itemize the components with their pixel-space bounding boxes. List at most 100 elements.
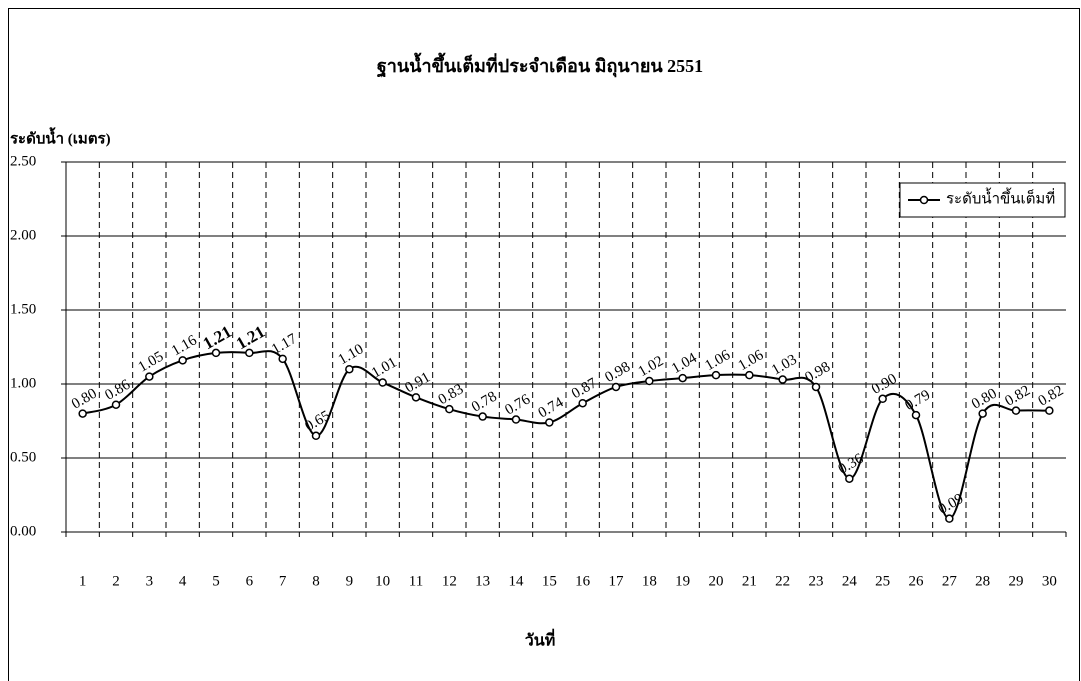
- data-label: 0.98: [802, 359, 833, 386]
- point: [211, 348, 221, 358]
- data-label: 0.79: [902, 387, 933, 414]
- point: [245, 348, 254, 358]
- data-label: 1.04: [669, 350, 700, 377]
- chart-border: [8, 8, 1080, 681]
- x-tick-label: 13: [475, 573, 490, 589]
- data-label: 0.80: [969, 386, 1000, 413]
- x-tick-label: 27: [942, 573, 958, 589]
- data-label: 0.78: [469, 389, 500, 416]
- data-label: 1.21: [200, 322, 235, 353]
- point: [378, 378, 387, 387]
- data-label: 0.86: [102, 376, 133, 403]
- point: [778, 375, 787, 384]
- data-label: 1.05: [136, 349, 167, 376]
- x-tick-label: 20: [709, 573, 724, 589]
- data-label: 1.01: [369, 355, 400, 382]
- point: [345, 364, 354, 374]
- x-tick-label: 10: [375, 573, 390, 589]
- point: [611, 382, 621, 392]
- point: [978, 409, 987, 418]
- x-axis-label: วันที่: [525, 629, 555, 650]
- x-tick-label: 30: [1042, 573, 1057, 589]
- point: [311, 431, 321, 441]
- x-tick-label: 7: [279, 573, 287, 589]
- point: [78, 409, 87, 418]
- x-tick-label: 23: [809, 573, 824, 589]
- x-tick-label: 18: [642, 573, 657, 589]
- legend-marker: [919, 195, 929, 205]
- data-label: 1.06: [702, 347, 733, 374]
- point: [145, 372, 154, 381]
- x-tick-label: 21: [742, 573, 757, 589]
- y-tick-label: 0.00: [10, 523, 36, 539]
- data-label: 0.76: [502, 391, 533, 418]
- x-tick-label: 6: [246, 573, 254, 589]
- x-tick-label: 14: [509, 573, 525, 589]
- x-tick-label: 3: [146, 573, 154, 589]
- x-tick-label: 9: [346, 573, 354, 589]
- data-label: 1.16: [169, 332, 200, 359]
- point: [878, 394, 887, 404]
- data-label: 0.87: [569, 375, 600, 402]
- data-label: 1.02: [636, 353, 667, 380]
- x-tick-label: 12: [442, 573, 457, 589]
- y-tick-label: 0.50: [10, 449, 36, 465]
- data-label: 1.06: [736, 347, 767, 374]
- data-label: 0.09: [936, 491, 967, 518]
- point: [411, 393, 421, 402]
- point: [511, 415, 521, 424]
- x-tick-label: 15: [542, 573, 557, 589]
- data-label: 0.83: [436, 381, 467, 408]
- data-label: 0.80: [69, 386, 100, 413]
- point: [711, 370, 721, 380]
- data-label: 0.91: [402, 369, 433, 396]
- data-label: 1.03: [769, 352, 800, 379]
- x-tick-label: 4: [179, 573, 187, 589]
- point: [811, 382, 821, 392]
- x-tick-label: 11: [409, 573, 423, 589]
- x-tick-label: 8: [312, 573, 320, 589]
- point: [578, 398, 587, 408]
- x-tick-label: 28: [975, 573, 990, 589]
- x-tick-label: 22: [775, 573, 790, 589]
- y-axis-label: ระดับน้ำ (เมตร): [10, 126, 111, 147]
- x-tick-label: 24: [842, 573, 858, 589]
- x-tick-label: 26: [909, 573, 925, 589]
- point: [111, 400, 121, 409]
- data-label: 0.82: [1002, 383, 1033, 410]
- x-tick-label: 5: [212, 573, 220, 589]
- data-label: 0.82: [1036, 383, 1067, 410]
- y-tick-label: 2.50: [10, 153, 36, 169]
- y-tick-label: 1.00: [10, 375, 36, 391]
- y-tick-label: 2.00: [10, 227, 36, 243]
- point: [445, 404, 454, 414]
- x-tick-label: 16: [575, 573, 591, 589]
- point: [1045, 406, 1054, 415]
- x-tick-label: 29: [1009, 573, 1024, 589]
- point: [545, 418, 554, 427]
- point: [678, 373, 687, 383]
- data-label: 0.98: [602, 359, 633, 386]
- chart-title: ฐานน้ำขึ้นเต็มที่ประจำเดือน มิถุนายน 255…: [377, 52, 703, 78]
- data-label: 1.17: [269, 331, 300, 358]
- point: [911, 410, 921, 420]
- data-label: 1.21: [233, 322, 268, 353]
- point: [845, 474, 854, 483]
- x-tick-label: 25: [875, 573, 890, 589]
- y-tick-label: 1.50: [10, 301, 36, 317]
- x-tick-label: 17: [609, 573, 625, 589]
- point: [278, 354, 287, 364]
- legend-label: ระดับน้ำขึ้นเต็มที่: [946, 187, 1055, 207]
- point: [745, 370, 754, 380]
- x-tick-label: 19: [675, 573, 690, 589]
- point: [178, 356, 187, 365]
- x-tick-label: 2: [112, 573, 120, 589]
- point: [645, 376, 654, 386]
- point: [1011, 406, 1021, 415]
- point: [478, 412, 487, 421]
- point: [945, 514, 954, 523]
- data-label: 0.65: [302, 408, 333, 435]
- x-tick-label: 1: [79, 573, 87, 589]
- data-label: 1.10: [336, 341, 367, 368]
